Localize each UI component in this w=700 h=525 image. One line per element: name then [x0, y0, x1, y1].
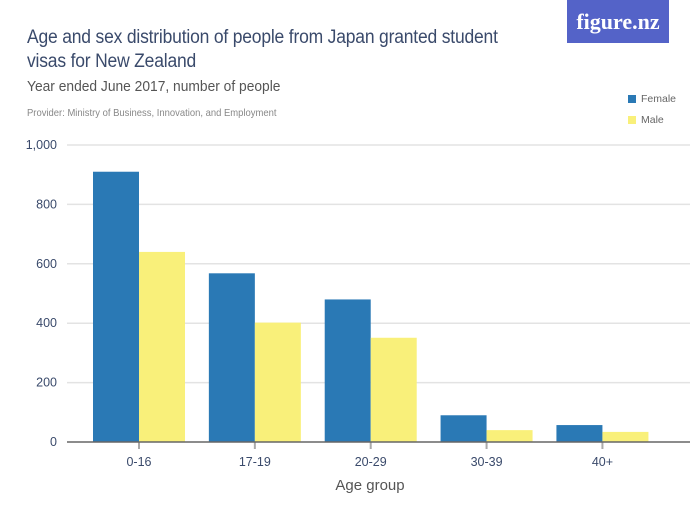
chart-title: Age and sex distribution of people from … — [27, 27, 498, 72]
bar-female — [440, 415, 487, 442]
y-tick-label: 200 — [36, 376, 57, 390]
y-tick-label: 1,000 — [26, 138, 57, 152]
y-tick-label: 600 — [36, 257, 57, 271]
legend-item-female: Female — [628, 88, 676, 109]
legend-item-male: Male — [628, 109, 676, 130]
legend-swatch-female — [628, 94, 636, 103]
bar-female — [556, 425, 603, 442]
bar-female — [324, 299, 371, 442]
y-tick-label: 400 — [36, 316, 57, 330]
chart-subtitle: Year ended June 2017, number of people — [27, 78, 281, 95]
provider-text: Provider: Ministry of Business, Innovati… — [27, 107, 277, 119]
x-tick-label: 40+ — [592, 455, 613, 469]
bar-male — [254, 322, 301, 442]
bar-male — [370, 337, 417, 442]
legend: Female Male — [628, 88, 676, 130]
x-tick-label: 30-39 — [471, 455, 503, 469]
bar-male — [486, 430, 533, 442]
bar-male — [602, 431, 649, 442]
bar-male — [139, 251, 185, 442]
legend-label-male: Male — [641, 113, 664, 126]
y-tick-label: 800 — [36, 197, 57, 211]
x-tick-label: 20-29 — [355, 455, 387, 469]
figure-nz-logo[interactable]: figure.nz — [567, 0, 669, 43]
bar-female — [93, 171, 139, 443]
x-tick-label: 0-16 — [126, 455, 151, 469]
y-tick-label: 0 — [50, 435, 57, 449]
x-tick-label: 17-19 — [239, 455, 271, 469]
bar-female — [208, 273, 255, 442]
legend-label-female: Female — [641, 92, 677, 105]
legend-swatch-male — [628, 115, 636, 124]
x-axis-label: Age group — [335, 477, 404, 494]
